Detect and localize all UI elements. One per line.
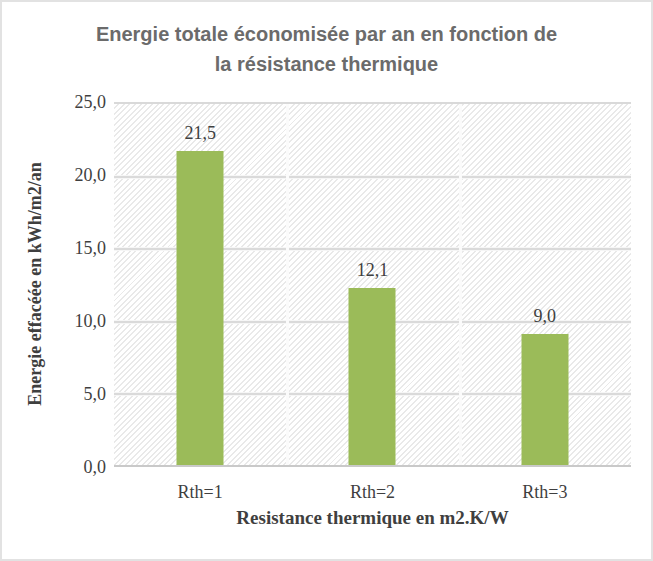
x-tick-label: Rth=1 bbox=[114, 481, 286, 503]
chart-frame: Energie totale économisée par an en fonc… bbox=[0, 0, 653, 561]
bar-slot: 12,1 bbox=[286, 104, 458, 465]
y-tick-label: 20,0 bbox=[2, 163, 106, 187]
bar bbox=[177, 151, 224, 465]
bar-value-label: 12,1 bbox=[357, 260, 389, 281]
bar-value-label: 21,5 bbox=[184, 123, 216, 144]
chart-title: Energie totale économisée par an en fonc… bbox=[2, 19, 651, 79]
bar bbox=[521, 334, 568, 465]
y-axis-title: Energie effacéée en kWh/m2/an bbox=[25, 162, 46, 405]
bar bbox=[349, 288, 396, 465]
y-tick-label: 15,0 bbox=[2, 236, 106, 260]
y-tick-label: 0,0 bbox=[2, 455, 106, 479]
plot-area: 21,5 12,1 9,0 bbox=[114, 102, 631, 467]
x-tick-label: Rth=2 bbox=[286, 481, 458, 503]
bar-slot: 9,0 bbox=[459, 104, 631, 465]
chart-title-line-1: Energie totale économisée par an en fonc… bbox=[2, 19, 651, 49]
y-tick-label: 10,0 bbox=[2, 309, 106, 333]
chart-title-line-2: la résistance thermique bbox=[2, 49, 651, 79]
x-ticks: Rth=1 Rth=2 Rth=3 bbox=[114, 481, 631, 503]
y-tick-label: 5,0 bbox=[2, 382, 106, 406]
bar-slot: 21,5 bbox=[114, 104, 286, 465]
y-tick-label: 25,0 bbox=[2, 90, 106, 114]
x-axis-title: Resistance thermique en m2.K/W bbox=[114, 507, 631, 529]
bar-value-label: 9,0 bbox=[534, 306, 557, 327]
x-tick-label: Rth=3 bbox=[459, 481, 631, 503]
bars-container: 21,5 12,1 9,0 bbox=[114, 104, 631, 465]
